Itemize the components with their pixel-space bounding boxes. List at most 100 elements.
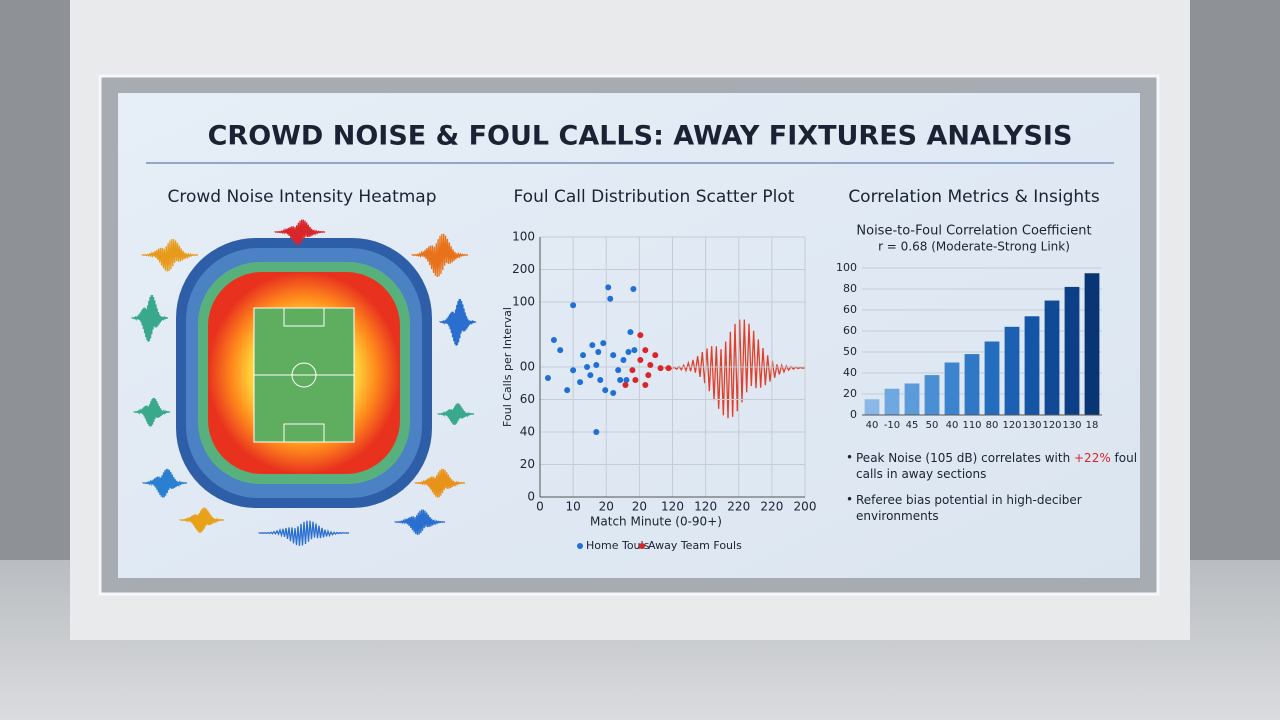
insight-text: Peak Noise (105 dB) correlates with xyxy=(856,451,1074,465)
x-tick-label: 220 xyxy=(727,500,750,514)
point xyxy=(631,347,638,354)
point xyxy=(597,377,604,383)
x-tick-label: -10 xyxy=(884,420,900,431)
point xyxy=(610,390,617,396)
x-tick-label: 220 xyxy=(760,500,783,514)
bar xyxy=(864,399,880,415)
waveform xyxy=(411,233,469,277)
point xyxy=(657,365,664,372)
y-tick-label: 00 xyxy=(520,360,535,374)
y-tick-label: 100 xyxy=(836,261,857,274)
x-tick-label: 120 xyxy=(1042,420,1061,431)
point xyxy=(645,372,652,379)
point xyxy=(593,362,600,369)
point xyxy=(642,347,649,354)
y-tick-label: 80 xyxy=(843,282,857,295)
y-tick-label: 100 xyxy=(512,295,535,309)
point xyxy=(607,295,614,302)
bar xyxy=(964,354,980,415)
y-tick-label: 40 xyxy=(843,366,857,379)
bar xyxy=(884,388,900,415)
stadium-heatmap xyxy=(176,238,432,508)
bar xyxy=(1004,326,1020,415)
point xyxy=(625,349,632,356)
waveform xyxy=(179,507,225,533)
waveform xyxy=(439,299,477,346)
point xyxy=(584,364,591,370)
legend-swatch xyxy=(639,543,645,549)
point xyxy=(602,387,609,394)
bar xyxy=(1024,316,1040,415)
point xyxy=(587,372,594,379)
waveform xyxy=(142,468,188,498)
legend-label: Away Team Fouls xyxy=(648,539,742,552)
point xyxy=(595,349,602,356)
y-tick-label: 40 xyxy=(520,425,535,439)
x-tick-label: 110 xyxy=(962,420,981,431)
y-tick-label: 60 xyxy=(843,303,857,316)
y-tick-label: 200 xyxy=(512,262,535,276)
y-tick-label: 100 xyxy=(512,230,535,244)
y-tick-label: 20 xyxy=(843,387,857,400)
bullet: • xyxy=(846,493,853,507)
point xyxy=(580,352,587,359)
insight: environments xyxy=(856,509,939,523)
waveform xyxy=(258,520,350,546)
x-tick-label: 130 xyxy=(1062,420,1081,431)
bar xyxy=(1084,273,1100,415)
point xyxy=(632,377,639,383)
point xyxy=(610,352,617,359)
x-tick-label: 120 xyxy=(1002,420,1021,431)
point xyxy=(593,429,600,435)
insight-text: +22% xyxy=(1074,451,1111,465)
point xyxy=(600,340,607,347)
point xyxy=(629,367,636,374)
point xyxy=(615,367,622,374)
point xyxy=(544,375,551,382)
point xyxy=(652,352,659,359)
x-tick-label: 0 xyxy=(536,500,544,514)
y-tick-label: 0 xyxy=(527,490,535,504)
point xyxy=(557,347,564,354)
y-axis-label: Foul Calls per Interval xyxy=(501,307,514,427)
y-tick-label: 20 xyxy=(520,457,535,471)
point xyxy=(550,337,557,344)
bar xyxy=(944,362,960,415)
bar xyxy=(984,341,1000,415)
x-tick-label: 130 xyxy=(1022,420,1041,431)
insight: Referee bias potential in high-deciber xyxy=(856,493,1082,507)
waveform xyxy=(437,403,475,425)
point xyxy=(577,379,584,386)
x-tick-label: 40 xyxy=(866,420,879,431)
point xyxy=(622,382,629,389)
insight: calls in away sections xyxy=(856,467,986,481)
bullet: • xyxy=(846,451,853,465)
x-tick-label: 45 xyxy=(906,420,919,431)
y-tick-label: 0 xyxy=(850,408,857,421)
x-tick-label: 50 xyxy=(926,420,939,431)
y-tick-label: 60 xyxy=(843,324,857,337)
x-tick-label: 120 xyxy=(694,500,717,514)
panel-title: Foul Call Distribution Scatter Plot xyxy=(514,187,795,207)
point xyxy=(637,357,644,364)
point xyxy=(617,377,624,383)
point xyxy=(570,367,577,374)
insight-text: foul xyxy=(1111,451,1137,465)
point xyxy=(642,382,649,389)
panel-title: Crowd Noise Intensity Heatmap xyxy=(167,187,436,207)
legend-label: Home Touls xyxy=(586,539,650,552)
point xyxy=(570,302,577,309)
x-axis-label: Match Minute (0-90+) xyxy=(590,515,722,529)
point xyxy=(620,357,627,364)
legend-swatch xyxy=(577,543,583,549)
y-tick-label: 50 xyxy=(843,345,857,358)
insight-text: calls in away sections xyxy=(856,467,986,481)
waveform xyxy=(133,397,171,427)
point xyxy=(623,377,630,383)
bar xyxy=(1044,300,1060,415)
point xyxy=(589,342,596,349)
insight: Peak Noise (105 dB) correlates with +22%… xyxy=(856,451,1137,465)
x-tick-label: 200 xyxy=(794,500,817,514)
panel-title: Correlation Metrics & Insights xyxy=(848,187,1100,207)
